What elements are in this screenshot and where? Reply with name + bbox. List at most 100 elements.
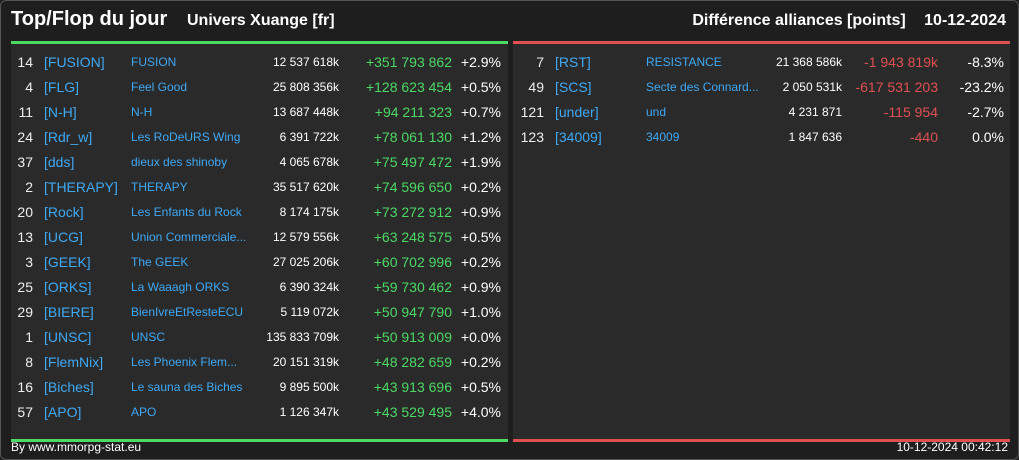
alliance-tag-link[interactable]: [34009] [555,129,602,145]
metric-label: Différence alliances [points] [692,12,906,29]
alliance-tag-link[interactable]: [UCG] [44,229,83,245]
alliance-name-link[interactable]: FUSION [131,55,177,69]
alliance-name-link[interactable]: N-H [131,105,153,119]
alliance-row: 14 [FUSION] FUSION 12 537 618k +351 793 862 +… [11,50,508,75]
alliance-row: 121 [under] und 4 231 871 -115 954 -2.7% [513,100,1010,125]
percent-change: +0.0% [460,329,501,345]
alliance-rank: 25 [17,279,33,295]
alliance-name-link[interactable]: Union Commerciale... [131,230,247,244]
alliance-tag-link[interactable]: [Rdr_w] [44,129,93,145]
points-difference: +43 913 696 [373,379,452,395]
alliance-name-link[interactable]: Secte des Connard... [646,80,759,94]
alliance-tag-link[interactable]: [Rock] [44,204,84,220]
alliance-points: 25 808 356k [272,80,339,94]
alliance-row: 11 [N-H] N-H 13 687 448k +94 211 323 +0.7% [11,100,508,125]
points-difference: -440 [909,129,938,145]
alliance-tag-link[interactable]: [N-H] [44,104,77,120]
alliance-rank: 13 [17,229,33,245]
alliance-rank: 11 [18,104,33,120]
alliance-points: 5 119 072k [280,305,340,319]
percent-change: +0.2% [460,254,501,270]
percent-change: -23.2% [959,79,1004,95]
alliance-row: 7 [RST] RESISTANCE 21 368 586k -1 943 819k -8… [513,50,1010,75]
percent-change: +1.0% [460,304,501,320]
alliance-row: 37 [dds] dieux des shinoby 4 065 678k +75 49… [11,150,508,175]
alliance-row: 24 [Rdr_w] Les RoDeURS Wing 6 391 722k +78 0… [11,125,508,150]
alliance-tag-link[interactable]: [SCS] [555,79,592,95]
alliance-points: 12 579 556k [272,230,339,244]
alliance-tag-link[interactable]: [GEEK] [44,254,91,270]
alliance-name-link[interactable]: BienIvreEtResteECU [131,305,244,319]
alliance-rank: 49 [528,79,544,95]
alliance-name-link[interactable]: Les Enfants du Rock [131,205,242,219]
alliance-row: 49 [SCS] Secte des Connard... 2 050 531k -61… [513,75,1010,100]
points-difference: -115 954 [883,104,938,120]
source-link[interactable]: By www.mmorpg-stat.eu [11,440,142,454]
date-label: 10-12-2024 [924,12,1006,29]
alliance-rank: 20 [17,204,33,220]
alliance-rank: 16 [17,379,33,395]
alliance-tag-link[interactable]: [FlemNix] [44,354,104,370]
universe-label: Univers Xuange [fr] [187,12,335,29]
alliance-rank: 121 [520,104,544,120]
alliance-row: 3 [GEEK] The GEEK 27 025 206k +60 702 996 +0.… [11,250,508,275]
alliance-name-link[interactable]: APO [131,405,157,419]
alliance-name-link[interactable]: Feel Good [131,80,188,94]
alliance-points: 2 050 531k [782,80,842,94]
points-difference: +78 061 130 [373,129,452,145]
alliance-tag-link[interactable]: [APO] [44,404,82,420]
alliance-tag-link[interactable]: [under] [555,104,599,120]
alliance-tag-link[interactable]: [THERAPY] [44,179,118,195]
alliance-tag-link[interactable]: [FUSION] [44,54,105,70]
alliance-name-link[interactable]: 34009 [646,130,680,144]
alliance-rank: 24 [17,129,33,145]
alliance-tag-link[interactable]: [RST] [555,54,591,70]
points-difference: +48 282 659 [373,354,452,370]
alliance-row: 13 [UCG] Union Commerciale... 12 579 556k +6… [11,225,508,250]
alliance-points: 6 391 722k [279,130,339,144]
alliance-points: 35 517 620k [272,180,339,194]
points-difference: +73 272 912 [373,204,452,220]
percent-change: +0.5% [460,229,501,245]
alliance-name-link[interactable]: dieux des shinoby [131,155,228,169]
alliance-row: 8 [FlemNix] Les Phoenix Flem... 20 151 319k… [11,350,508,375]
points-difference: +50 947 790 [373,304,452,320]
alliance-name-link[interactable]: UNSC [131,330,166,344]
alliance-points: 1 847 636 [788,130,842,144]
header: Top/Flop du jour Univers Xuange [fr] Dif… [1,1,1018,41]
alliance-tag-link[interactable]: [FLG] [44,79,80,95]
alliance-name-link[interactable]: THERAPY [131,180,188,194]
alliance-rank: 123 [520,129,544,145]
alliance-points: 9 895 500k [279,380,339,394]
percent-change: +1.2% [460,129,501,145]
percent-change: +0.9% [460,279,501,295]
alliance-tag-link[interactable]: [Biches] [44,379,94,395]
alliance-name-link[interactable]: RESISTANCE [646,55,722,69]
alliance-name-link[interactable]: The GEEK [131,255,189,269]
alliance-row: 2 [THERAPY] THERAPY 35 517 620k +74 596 650 +… [11,175,508,200]
timestamp: 10-12-2024 00:42:12 [896,440,1008,454]
points-difference: +63 248 575 [373,229,452,245]
alliance-name-link[interactable]: Les RoDeURS Wing [131,130,241,144]
alliance-row: 123 [34009] 34009 1 847 636 -440 0.0% [513,125,1010,150]
alliance-tag-link[interactable]: [UNSC] [44,329,92,345]
percent-change: +0.5% [460,379,501,395]
alliance-row: 57 [APO] APO 1 126 347k +43 529 495 +4.0% [11,400,508,425]
alliance-name-link[interactable]: und [646,105,667,119]
alliance-row: 4 [FLG] Feel Good 25 808 356k +128 623 454 +0… [11,75,508,100]
alliance-name-link[interactable]: Les Phoenix Flem... [131,355,238,369]
points-difference: +43 529 495 [373,404,452,420]
alliance-rank: 57 [17,404,33,420]
alliance-row: 16 [Biches] Le sauna des Biches 9 895 500k +… [11,375,508,400]
alliance-tag-link[interactable]: [dds] [44,154,75,170]
alliance-tag-link[interactable]: [BIERE] [44,304,94,320]
alliance-name-link[interactable]: Le sauna des Biches [131,380,243,394]
alliance-tag-link[interactable]: [ORKS] [44,279,92,295]
points-difference: +75 497 472 [373,154,452,170]
alliance-rank: 1 [25,329,33,345]
footer: By www.mmorpg-stat.eu 10-12-2024 00:42:1… [1,439,1018,459]
alliance-rank: 4 [25,79,33,95]
alliance-name-link[interactable]: La Waaagh ORKS [131,280,230,294]
points-difference: +74 596 650 [373,179,452,195]
alliance-rank: 14 [17,54,33,70]
